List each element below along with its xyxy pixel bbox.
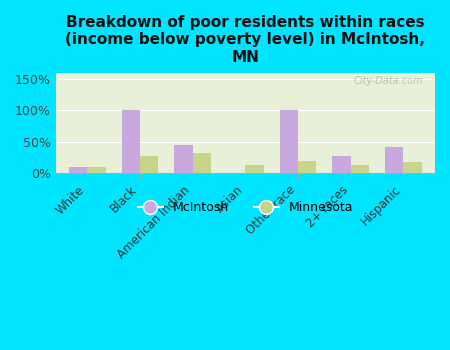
Bar	[193, 153, 211, 173]
Bar	[298, 161, 316, 173]
Bar	[140, 156, 158, 173]
Legend: McIntosh, Minnesota: McIntosh, Minnesota	[133, 196, 358, 219]
Bar	[69, 167, 87, 173]
Bar	[245, 165, 264, 173]
Bar	[332, 156, 351, 173]
Title: Breakdown of poor residents within races
(income below poverty level) in McIntos: Breakdown of poor residents within races…	[65, 15, 425, 65]
Bar	[174, 145, 193, 173]
Bar	[351, 165, 369, 173]
Text: City-Data.com: City-Data.com	[354, 76, 423, 86]
Bar	[403, 162, 422, 173]
Bar	[87, 167, 106, 173]
Bar	[279, 111, 298, 173]
Bar	[122, 111, 140, 173]
Bar	[385, 147, 403, 173]
